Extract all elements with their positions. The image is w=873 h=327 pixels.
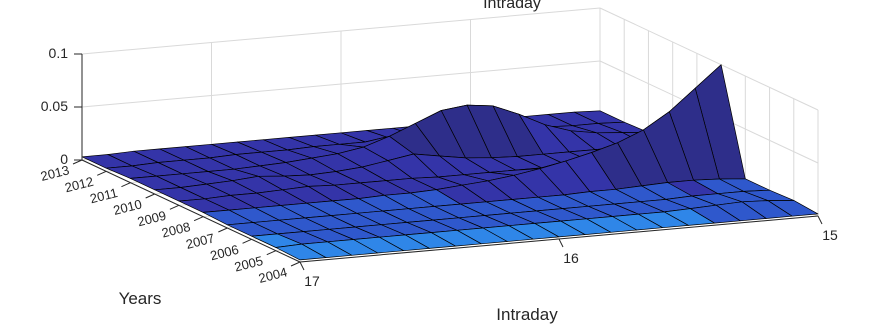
x-tick-label: 16 xyxy=(563,250,579,266)
grid-line xyxy=(81,60,601,108)
x-tick xyxy=(817,215,823,225)
y-tick xyxy=(72,159,83,165)
y-tick xyxy=(266,250,276,256)
y-tick-label: 2009 xyxy=(136,208,168,230)
axes: 0 0.05 0.1 20042005200620072008200920102011… xyxy=(39,45,838,289)
y-tick-label: 2011 xyxy=(88,185,119,206)
y-axis-line xyxy=(81,159,301,263)
y-tick-label: 2006 xyxy=(209,242,241,264)
chart-title: Intraday xyxy=(483,0,541,12)
y-tick-label: 2005 xyxy=(233,253,265,275)
z-tick-label: 0 xyxy=(60,151,68,167)
surface-mesh xyxy=(81,64,819,261)
y-tick xyxy=(97,170,107,176)
y-tick xyxy=(193,216,204,222)
y-tick-label: 2007 xyxy=(184,230,216,252)
z-tick-label: 0.05 xyxy=(41,98,68,114)
y-tick xyxy=(218,227,228,233)
x-tick xyxy=(558,238,564,248)
grid-line xyxy=(599,7,819,111)
y-tick-label: 2012 xyxy=(63,174,95,196)
x-tick xyxy=(299,261,305,271)
y-tick-label: 2008 xyxy=(160,219,192,241)
y-axis-label: Years xyxy=(119,289,162,308)
y-tick xyxy=(169,204,180,210)
x-axis-label: Intraday xyxy=(496,305,558,324)
y-tick xyxy=(242,238,252,244)
y-tick xyxy=(145,193,155,199)
y-tick xyxy=(290,261,301,267)
y-tick-label: 2004 xyxy=(257,264,289,286)
surface-patch xyxy=(275,243,327,261)
y-tick-label: 2013 xyxy=(39,162,71,184)
x-tick-label: 15 xyxy=(822,227,838,243)
grid-line xyxy=(81,7,601,55)
z-tick-label: 0.1 xyxy=(49,45,69,61)
x-tick-label: 17 xyxy=(304,273,320,289)
y-tick xyxy=(121,182,131,188)
y-tick-label: 2010 xyxy=(112,196,144,218)
